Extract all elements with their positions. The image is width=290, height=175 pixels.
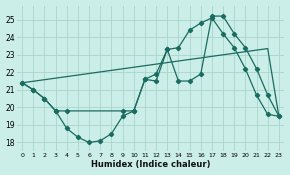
X-axis label: Humidex (Indice chaleur): Humidex (Indice chaleur) xyxy=(91,160,210,169)
